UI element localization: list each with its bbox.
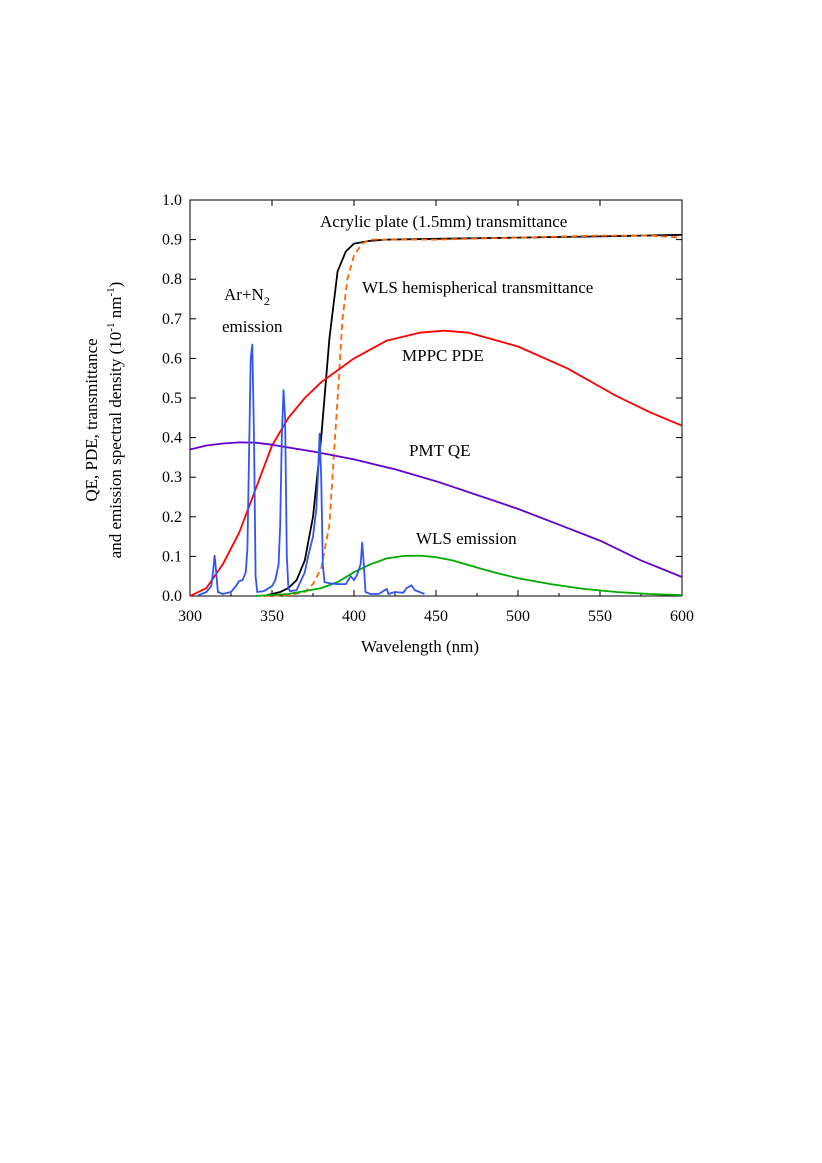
- y-axis-title-mid: nm: [106, 297, 125, 323]
- y-axis-title-line2: and emission spectral density (10-1 nm-1…: [105, 282, 125, 559]
- y-tick-label-2: 0.2: [162, 509, 182, 526]
- y-axis-title-prefix: and emission spectral density (10: [106, 332, 125, 559]
- series-mppc-pde: [189, 329, 683, 597]
- series-wls-hemispherical-transmittance: [263, 234, 683, 597]
- y-tick-label-9: 0.9: [162, 232, 182, 249]
- x-tick-label-3: 450: [424, 608, 448, 625]
- y-axis-title: QE, PDE, transmittance and emission spec…: [82, 282, 125, 559]
- x-tick-labels: 300 350 400 450 500 550 600: [178, 608, 694, 625]
- series-lines: [189, 233, 683, 597]
- series-ar-n2-emission: [197, 343, 425, 597]
- y-axis-title-sup2: -1: [105, 287, 117, 296]
- x-tick-label-1: 350: [260, 608, 284, 625]
- annotation-pmt: PMT QE: [409, 441, 471, 460]
- y-tick-label-6: 0.6: [162, 350, 182, 367]
- y-tick-label-4: 0.4: [162, 430, 182, 447]
- y-tick-label-3: 0.3: [162, 469, 182, 486]
- annotation-wls-emission: WLS emission: [416, 529, 517, 548]
- y-tick-label-10: 1.0: [162, 192, 182, 209]
- annotation-ar-n2-prefix: Ar+N: [224, 285, 264, 304]
- y-tick-label-7: 0.7: [162, 311, 182, 328]
- x-tick-label-4: 500: [506, 608, 530, 625]
- x-tick-label-2: 400: [342, 608, 366, 625]
- series-pmt-qe: [189, 441, 683, 578]
- x-tick-label-6: 600: [670, 608, 694, 625]
- y-tick-label-1: 0.1: [162, 548, 182, 565]
- annotation-mppc: MPPC PDE: [402, 346, 484, 365]
- annotation-ar-n2: Ar+N2: [224, 285, 270, 308]
- series-wls-emission: [255, 554, 683, 597]
- x-tick-label-5: 550: [588, 608, 612, 625]
- y-tick-labels: 0.0 0.1 0.2 0.3 0.4 0.5 0.6 0.7 0.8 0.9 1.0: [162, 192, 182, 605]
- annotation-ar-n2-emission: emission: [222, 317, 283, 336]
- y-axis-title-line1: QE, PDE, transmittance: [82, 338, 101, 501]
- annotation-wls-transmittance: WLS hemispherical transmittance: [362, 278, 593, 297]
- y-tick-label-8: 0.8: [162, 271, 182, 288]
- annotation-ar-n2-sub: 2: [264, 294, 270, 308]
- y-tick-label-0: 0.0: [162, 588, 182, 605]
- y-tick-label-5: 0.5: [162, 390, 182, 407]
- annotation-acrylic: Acrylic plate (1.5mm) transmittance: [320, 212, 567, 231]
- y-axis-title-sup1: -1: [105, 323, 117, 332]
- x-tick-label-0: 300: [178, 608, 202, 625]
- y-axis-title-suffix: ): [106, 282, 125, 288]
- series-acrylic-plate-1-5mm-transmittance: [263, 233, 683, 597]
- x-axis-title: Wavelength (nm): [361, 637, 479, 656]
